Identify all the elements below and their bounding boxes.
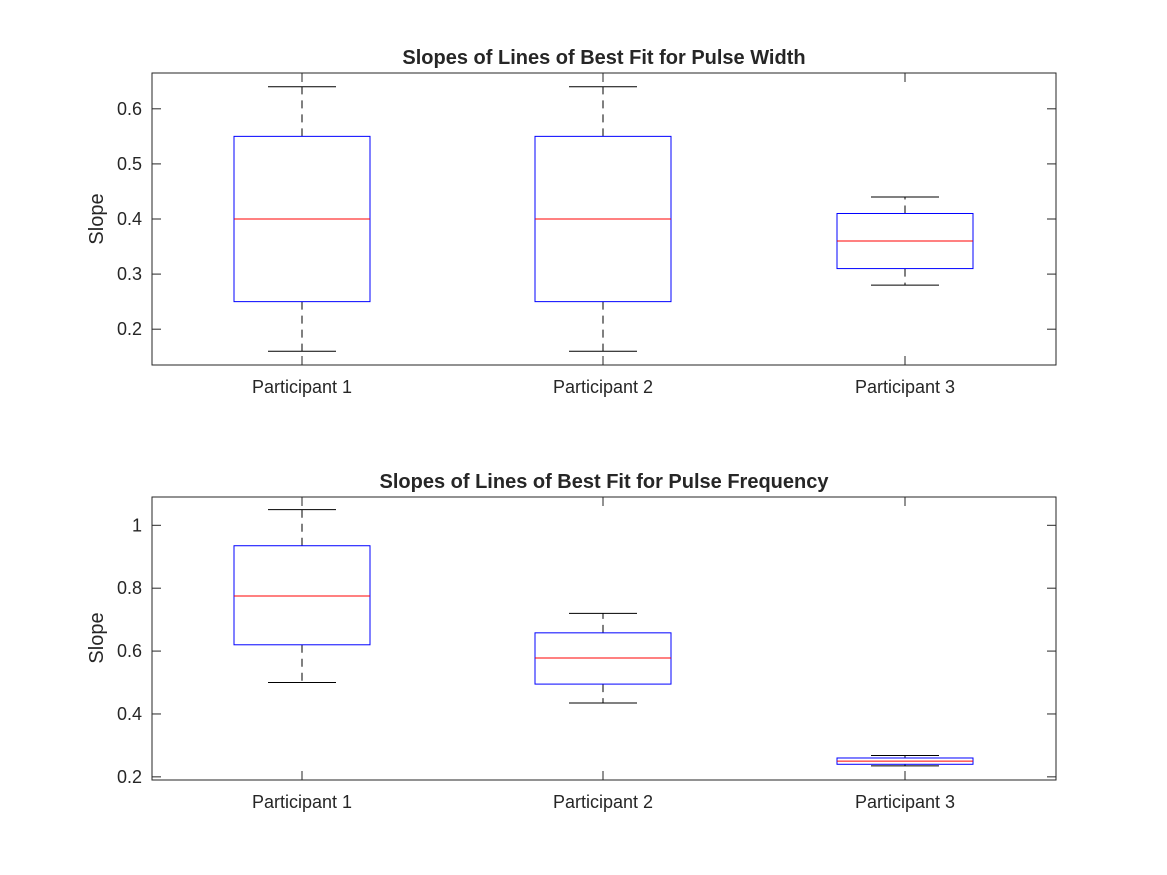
y-axis-label: Slope	[86, 193, 108, 244]
pulse-frequency-boxplot: Slopes of Lines of Best Fit for Pulse Fr…	[86, 471, 1057, 812]
box-1	[233, 86, 371, 352]
chart-title: Slopes of Lines of Best Fit for Pulse Fr…	[380, 471, 830, 493]
y-tick-label: 0.3	[117, 264, 142, 284]
y-axis-label: Slope	[86, 612, 108, 663]
plot-frame	[151, 72, 1057, 366]
pulse-width-boxplot: Slopes of Lines of Best Fit for Pulse Wi…	[86, 47, 1057, 397]
category-label: Participant 1	[252, 377, 352, 397]
y-tick-label: 0.8	[117, 578, 142, 598]
y-tick-label: 1	[132, 515, 142, 535]
chart-title: Slopes of Lines of Best Fit for Pulse Wi…	[402, 47, 805, 69]
y-tick-label: 0.4	[117, 704, 142, 724]
y-tick-label: 0.4	[117, 209, 142, 229]
box-3	[836, 196, 974, 286]
category-label: Participant 2	[553, 792, 653, 812]
y-tick-label: 0.6	[117, 99, 142, 119]
category-label: Participant 1	[252, 792, 352, 812]
y-tick-label: 0.5	[117, 154, 142, 174]
iqr-box	[233, 545, 371, 646]
plot-frame	[151, 496, 1057, 781]
y-tick-label: 0.2	[117, 319, 142, 339]
box-2	[534, 612, 672, 704]
box-2	[534, 86, 672, 352]
category-label: Participant 3	[855, 792, 955, 812]
box-3	[836, 754, 974, 767]
category-label: Participant 2	[553, 377, 653, 397]
y-tick-label: 0.2	[117, 767, 142, 787]
category-label: Participant 3	[855, 377, 955, 397]
box-1	[233, 509, 371, 684]
y-tick-label: 0.6	[117, 641, 142, 661]
